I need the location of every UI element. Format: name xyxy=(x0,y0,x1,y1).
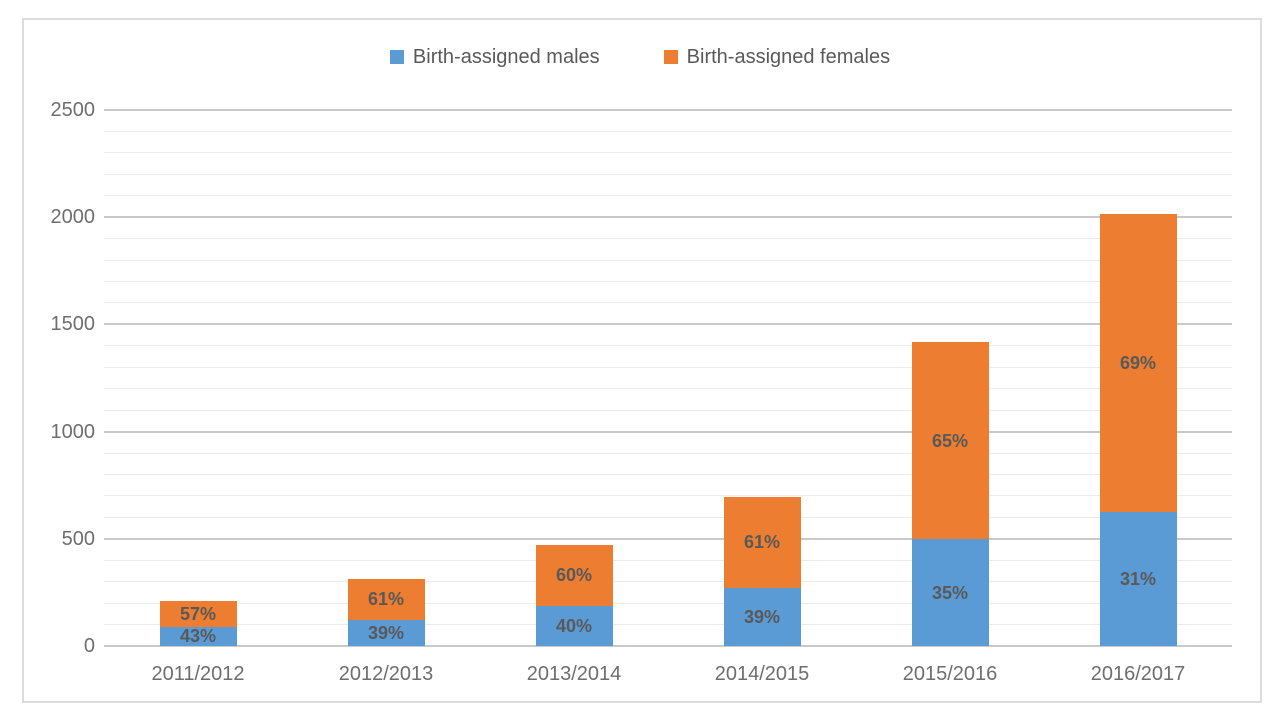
y-axis-tick-label: 1000 xyxy=(50,420,96,443)
gridline-minor xyxy=(104,302,1232,304)
legend-label: Birth-assigned males xyxy=(412,45,600,68)
gridline-major xyxy=(104,323,1232,326)
gridline-minor xyxy=(104,366,1232,368)
x-axis-category-label: 2016/2017 xyxy=(1090,663,1186,685)
gridline-major xyxy=(104,109,1232,111)
bar-segment-females xyxy=(159,600,237,627)
gridline-minor xyxy=(104,624,1232,626)
gridline-minor xyxy=(104,473,1232,475)
gridline-minor xyxy=(104,452,1232,454)
bar-segment-males xyxy=(1099,512,1177,646)
gridline-minor xyxy=(104,195,1232,197)
gridline-major xyxy=(104,430,1232,433)
gridline-minor xyxy=(104,259,1232,261)
gridline-minor xyxy=(104,388,1232,390)
x-axis-category-label: 2015/2016 xyxy=(902,663,998,685)
y-axis-tick-label: 2500 xyxy=(50,99,96,121)
gridline-major xyxy=(104,645,1232,647)
chart-legend: Birth-assigned males Birth-assigned femal… xyxy=(0,44,1280,70)
legend-swatch-icon xyxy=(389,50,404,64)
x-axis-category-label: 2012/2013 xyxy=(338,663,434,685)
bar-segment-males xyxy=(347,619,425,646)
legend-swatch-icon xyxy=(663,50,678,64)
chart-frame xyxy=(22,18,1262,703)
legend-label: Birth-assigned females xyxy=(686,45,891,68)
bar-segment-females xyxy=(723,496,801,588)
gridline-minor xyxy=(104,238,1232,240)
gridline-minor xyxy=(104,516,1232,518)
y-axis-tick-label: 1500 xyxy=(50,313,96,336)
bar-segment-males xyxy=(723,587,801,646)
gridline-minor xyxy=(104,130,1232,132)
bar-segment-males xyxy=(159,626,237,646)
gridline-minor xyxy=(104,559,1232,561)
bar-segment-females xyxy=(535,545,613,606)
gridline-minor xyxy=(104,495,1232,497)
gridline-minor xyxy=(104,281,1232,283)
bar-segment-males xyxy=(535,605,613,646)
gridline-minor xyxy=(104,602,1232,604)
bar-segment-males xyxy=(911,539,989,646)
legend-item: Birth-assigned females xyxy=(663,45,891,69)
bar-segment-females xyxy=(1099,213,1177,512)
gridline-minor xyxy=(104,152,1232,154)
legend-item: Birth-assigned males xyxy=(389,45,600,69)
y-axis-tick-label: 2000 xyxy=(50,206,96,229)
y-axis-tick-label: 500 xyxy=(61,527,95,550)
gridline-major xyxy=(104,216,1232,219)
gridline-major xyxy=(104,537,1232,540)
bar-segment-females xyxy=(347,578,425,620)
gridline-minor xyxy=(104,409,1232,411)
x-axis-category-label: 2013/2014 xyxy=(526,663,622,685)
y-axis-tick-label: 0 xyxy=(83,635,95,657)
x-axis-category-label: 2011/2012 xyxy=(151,663,245,685)
gridline-minor xyxy=(104,345,1232,347)
x-axis-category-label: 2014/2015 xyxy=(714,663,810,685)
gridline-minor xyxy=(104,581,1232,583)
gridline-minor xyxy=(104,173,1232,175)
bar-segment-females xyxy=(911,341,989,540)
